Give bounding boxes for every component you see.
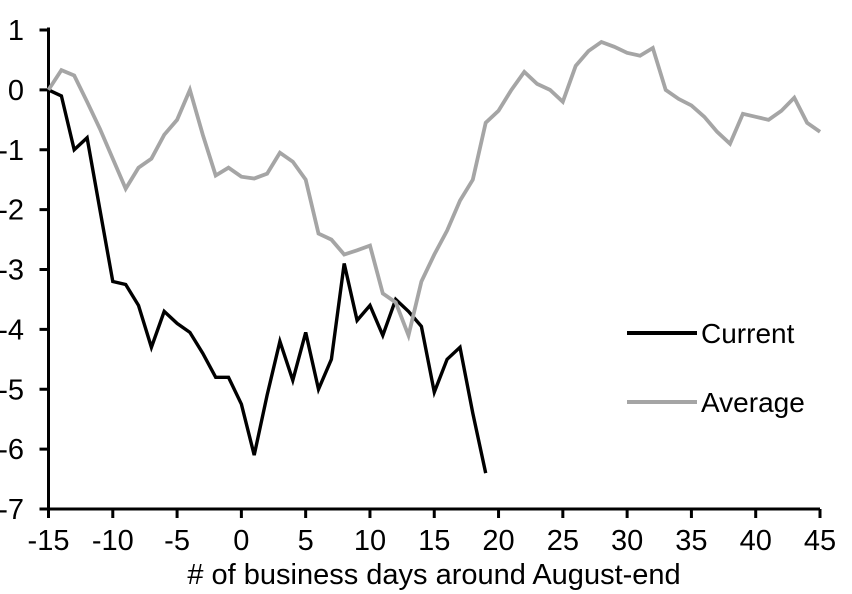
legend-current-label: Current [701, 318, 795, 349]
y-tick-label: -5 [0, 374, 24, 406]
x-tick-label: -10 [92, 525, 134, 557]
x-tick-label: -5 [164, 525, 190, 557]
x-tick-label: 40 [740, 525, 772, 557]
y-tick-label: -3 [0, 255, 24, 287]
y-tick-label: -1 [0, 135, 24, 167]
y-tick-label: -6 [0, 434, 24, 466]
y-tick-label: -7 [0, 494, 24, 526]
x-tick-label: -15 [28, 525, 70, 557]
x-tick-label: 35 [675, 525, 707, 557]
y-tick-label: 0 [8, 75, 24, 107]
axis-spine [47, 27, 820, 511]
x-tick-label: 30 [611, 525, 643, 557]
x-tick-label: 5 [298, 525, 314, 557]
y-tick-label: -4 [0, 314, 24, 346]
series-line-average [46, 39, 822, 342]
x-tick-label: 45 [804, 525, 836, 557]
x-tick-label: 25 [547, 525, 579, 557]
y-tick-label: 1 [8, 15, 24, 47]
x-tick-label: 20 [482, 525, 514, 557]
axes: 10-1-2-3-4-5-6-7-15 -10 -5 0 5 10 15 20 25 30 35 40… [0, 15, 836, 557]
x-tick-label: 0 [233, 525, 249, 557]
series-lines [46, 39, 822, 474]
x-tick-label: 10 [354, 525, 386, 557]
x-axis-title: # of business days around August-end [187, 559, 680, 591]
y-tick-label: -2 [0, 195, 24, 227]
legend: Current Average [627, 318, 805, 418]
legend-average-label: Average [701, 387, 805, 418]
x-tick-label: 15 [418, 525, 450, 557]
